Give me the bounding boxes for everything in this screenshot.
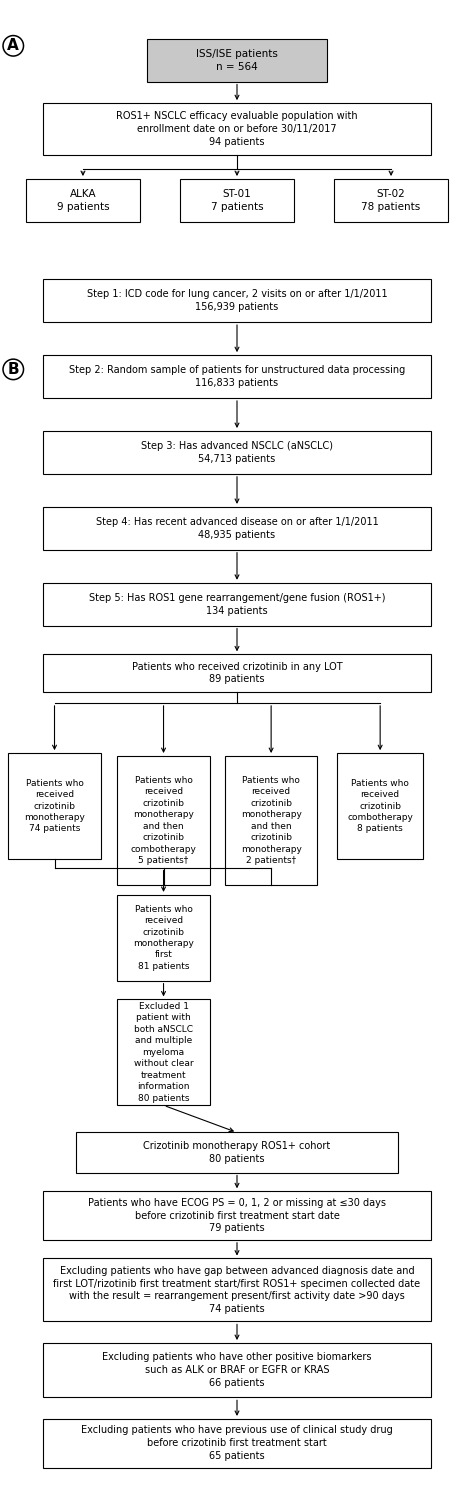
Text: Step 5: Has ROS1 gene rearrangement/gene fusion (ROS1+)
134 patients: Step 5: Has ROS1 gene rearrangement/gene… <box>89 593 385 615</box>
Text: Patients who
received
crizotinib
monotherapy
and then
crizotinib
combotherapy
5 : Patients who received crizotinib monothe… <box>131 776 196 865</box>
Text: Excluded 1
patient with
both aNSCLC
and multiple
myeloma
without clear
treatment: Excluded 1 patient with both aNSCLC and … <box>134 1002 193 1103</box>
Text: Excluding patients who have previous use of clinical study drug
before crizotini: Excluding patients who have previous use… <box>81 1425 393 1461</box>
FancyBboxPatch shape <box>117 999 210 1105</box>
Text: ALKA
9 patients: ALKA 9 patients <box>56 189 109 211</box>
FancyBboxPatch shape <box>43 103 431 155</box>
Text: Patients who
received
crizotinib
monotherapy
first
81 patients: Patients who received crizotinib monothe… <box>133 905 194 971</box>
Text: Excluding patients who have other positive biomarkers
such as ALK or BRAF or EGF: Excluding patients who have other positi… <box>102 1352 372 1388</box>
FancyBboxPatch shape <box>43 430 431 474</box>
Text: Crizotinib monotherapy ROS1+ cohort
80 patients: Crizotinib monotherapy ROS1+ cohort 80 p… <box>143 1141 331 1164</box>
FancyBboxPatch shape <box>117 895 210 981</box>
FancyBboxPatch shape <box>337 753 423 859</box>
Text: Excluding patients who have gap between advanced diagnosis date and
first LOT/ri: Excluding patients who have gap between … <box>54 1266 420 1315</box>
FancyBboxPatch shape <box>43 1419 431 1468</box>
FancyBboxPatch shape <box>26 179 140 222</box>
FancyBboxPatch shape <box>43 582 431 625</box>
Text: A: A <box>8 39 19 54</box>
FancyBboxPatch shape <box>43 506 431 549</box>
Text: ST-01
7 patients: ST-01 7 patients <box>210 189 264 211</box>
Text: Step 2: Random sample of patients for unstructured data processing
116,833 patie: Step 2: Random sample of patients for un… <box>69 365 405 389</box>
FancyBboxPatch shape <box>43 354 431 398</box>
FancyBboxPatch shape <box>43 1191 431 1240</box>
FancyBboxPatch shape <box>334 179 448 222</box>
Text: Step 1: ICD code for lung cancer, 2 visits on or after 1/1/2011
156,939 patients: Step 1: ICD code for lung cancer, 2 visi… <box>87 289 387 313</box>
FancyBboxPatch shape <box>117 756 210 884</box>
FancyBboxPatch shape <box>147 39 327 82</box>
FancyBboxPatch shape <box>43 280 431 322</box>
FancyBboxPatch shape <box>43 1343 431 1397</box>
FancyBboxPatch shape <box>8 753 100 859</box>
Text: Patients who
received
crizotinib
monotherapy
and then
crizotinib
monotherapy
2 p: Patients who received crizotinib monothe… <box>241 776 301 865</box>
Text: Step 4: Has recent advanced disease on or after 1/1/2011
48,935 patients: Step 4: Has recent advanced disease on o… <box>96 517 378 539</box>
Text: Patients who
received
crizotinib
combotherapy
8 patients: Patients who received crizotinib comboth… <box>347 779 413 834</box>
FancyBboxPatch shape <box>225 756 318 884</box>
Text: Patients who
received
crizotinib
monotherapy
74 patients: Patients who received crizotinib monothe… <box>24 779 85 834</box>
Text: Step 3: Has advanced NSCLC (aNSCLC)
54,713 patients: Step 3: Has advanced NSCLC (aNSCLC) 54,7… <box>141 441 333 465</box>
Text: ST-02
78 patients: ST-02 78 patients <box>361 189 420 211</box>
Text: B: B <box>8 362 19 377</box>
Text: ISS/ISE patients
n = 564: ISS/ISE patients n = 564 <box>196 49 278 71</box>
FancyBboxPatch shape <box>76 1133 398 1173</box>
FancyBboxPatch shape <box>43 654 431 691</box>
Text: ROS1+ NSCLC efficacy evaluable population with
enrollment date on or before 30/1: ROS1+ NSCLC efficacy evaluable populatio… <box>116 112 358 146</box>
Text: Patients who have ECOG PS = 0, 1, 2 or missing at ≤30 days
before crizotinib fir: Patients who have ECOG PS = 0, 1, 2 or m… <box>88 1197 386 1233</box>
Text: Patients who received crizotinib in any LOT
89 patients: Patients who received crizotinib in any … <box>132 661 342 685</box>
FancyBboxPatch shape <box>180 179 294 222</box>
FancyBboxPatch shape <box>43 1258 431 1322</box>
